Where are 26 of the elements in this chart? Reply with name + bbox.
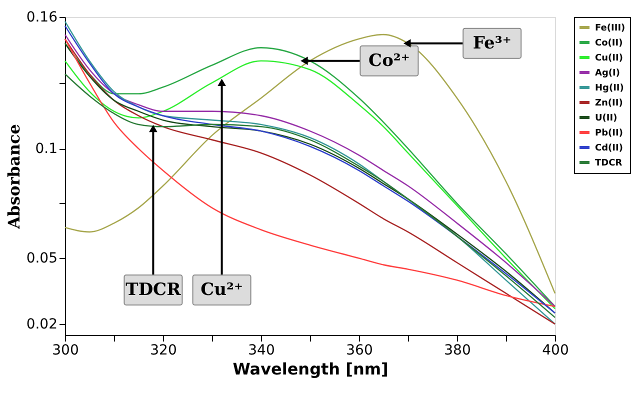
legend-label: Zn(II)	[595, 98, 623, 108]
annotation: Fe³⁺	[472, 33, 512, 54]
legend-label: Cd(II)	[595, 144, 623, 154]
legend-label: Cu(II)	[595, 54, 623, 64]
annotation: Co²⁺	[368, 50, 410, 71]
y-tick-label: 0.05	[26, 250, 58, 267]
x-tick-label: 400	[542, 342, 569, 358]
y-tick-label: 0.02	[26, 316, 58, 333]
y-tick-label: 0.16	[26, 10, 58, 26]
legend-label: Co(II)	[595, 38, 623, 48]
annotation: TDCR	[126, 280, 182, 300]
x-tick-label: 380	[444, 342, 471, 358]
legend-label: U(II)	[595, 114, 618, 124]
y-tick-label: 0.1	[35, 141, 58, 158]
legend-label: Fe(III)	[595, 24, 626, 34]
legend-label: Pb(II)	[595, 128, 623, 138]
x-tick-label: 340	[248, 342, 275, 358]
x-tick-label: 360	[346, 342, 373, 358]
x-axis-title: Wavelength [nm]	[232, 360, 388, 378]
y-axis-title: Absorbance	[4, 124, 24, 230]
legend-label: Hg(II)	[595, 84, 624, 94]
annotation: Cu²⁺	[200, 280, 243, 300]
legend-label: TDCR	[595, 158, 622, 168]
legend-label: Ag(I)	[595, 68, 620, 78]
x-tick-label: 320	[150, 342, 177, 358]
x-tick-label: 300	[52, 342, 79, 358]
